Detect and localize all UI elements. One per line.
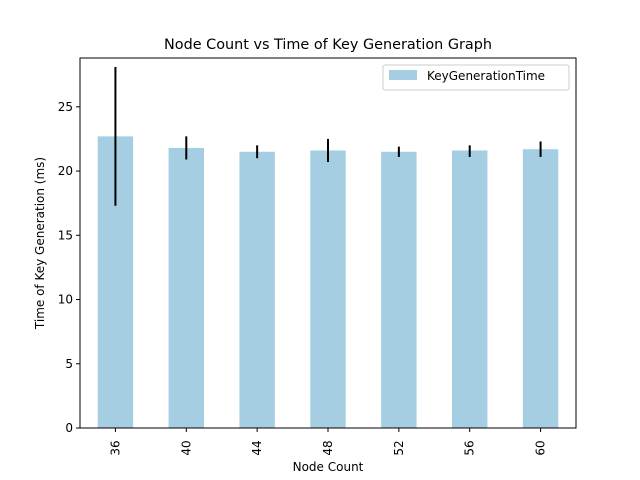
x-axis-ticks: 36 40 44 48 52 56 60 [108,428,548,456]
y-tick-label: 25 [58,100,73,114]
legend-box [382,64,570,91]
y-tick-label: 5 [65,357,73,371]
x-tick-label: 60 [534,440,548,455]
bar [452,150,488,428]
y-tick-label: 10 [58,293,73,307]
x-tick-label: 48 [321,440,335,455]
y-tick-label: 20 [58,164,73,178]
y-tick-label: 0 [65,421,73,435]
bar [522,149,559,428]
bar [310,150,346,428]
y-tick-label: 15 [58,228,73,242]
x-tick-label: 56 [463,440,477,455]
legend-label: KeyGenerationTime [427,69,545,83]
bar [381,151,417,428]
bar [168,147,204,429]
plot-frame [79,57,577,429]
x-axis-label: Node Count [293,460,364,474]
legend: KeyGenerationTime [382,64,570,91]
x-tick-label: 40 [179,440,193,455]
error-bar-group [114,66,542,206]
x-tick-label: 36 [108,440,122,455]
legend-swatch [389,70,417,80]
chart-title: Node Count vs Time of Key Generation Gra… [164,37,492,53]
y-axis-label: Time of Key Generation (ms) [33,157,47,330]
bar-group [97,136,559,429]
bar [239,151,275,428]
x-tick-label: 52 [392,440,406,455]
y-axis-ticks: 0 5 10 15 20 25 [58,100,80,435]
x-tick-label: 44 [250,440,264,455]
